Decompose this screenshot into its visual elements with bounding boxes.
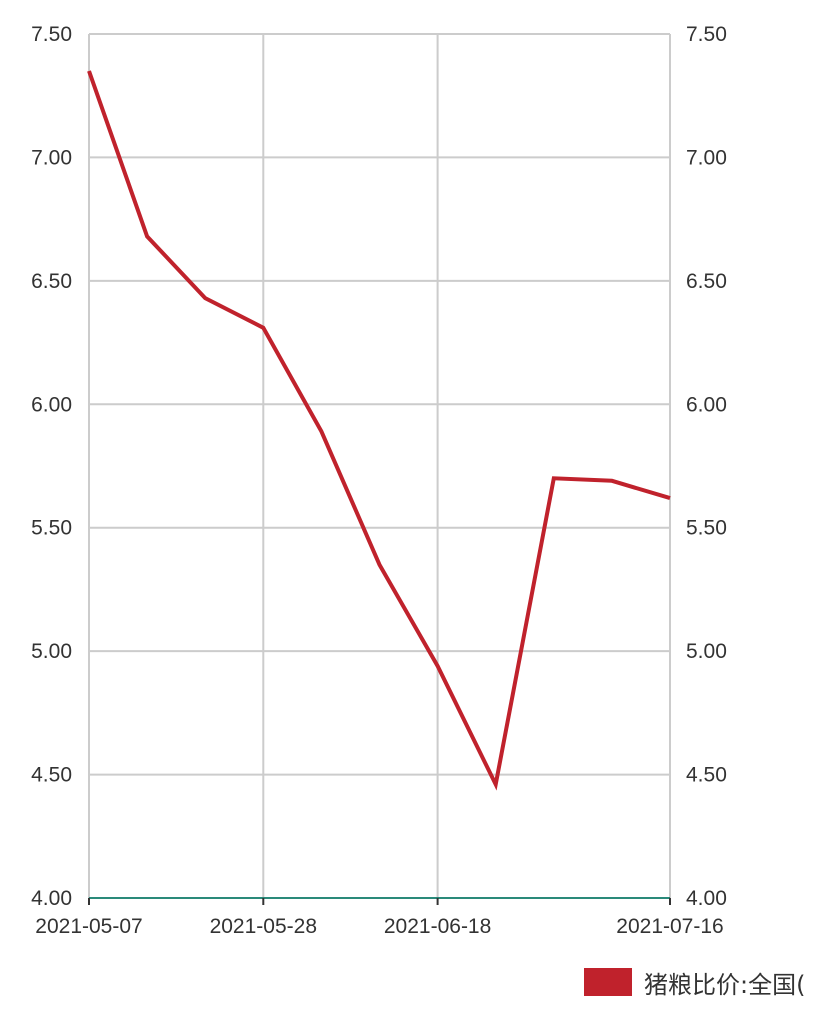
- y-tick-label-left: 4.00: [31, 887, 72, 910]
- x-tick-label: 2021-05-28: [210, 915, 317, 938]
- y-axis-right: 4.00 4.50 5.00 5.50 6.00 6.50 7.00 7.50: [686, 23, 727, 910]
- y-tick-label-left: 7.00: [31, 146, 72, 169]
- y-tick-label-left: 7.50: [31, 23, 72, 46]
- series-lines: [87, 70, 671, 791]
- y-tick-label-right: 4.00: [686, 887, 727, 910]
- y-tick-label-right: 5.00: [686, 640, 727, 663]
- y-tick-label-right: 4.50: [686, 764, 727, 787]
- y-tick-label-right: 6.00: [686, 393, 727, 416]
- y-tick-label-right: 7.50: [686, 23, 727, 46]
- y-tick-label-left: 6.00: [31, 393, 72, 416]
- y-tick-label-left: 5.00: [31, 640, 72, 663]
- x-tick-label: 2021-07-16: [616, 915, 723, 938]
- y-axis-left: 4.00 4.50 5.00 5.50 6.00 6.50 7.00 7.50: [31, 23, 72, 910]
- x-tick-label: 2021-05-07: [35, 915, 142, 938]
- legend[interactable]: 猪粮比价:全国(: [584, 966, 806, 999]
- x-axis: 2021-05-07 2021-05-28 2021-06-18 2021-07-16: [35, 898, 724, 938]
- y-tick-label-left: 6.50: [31, 270, 72, 293]
- y-tick-label-right: 6.50: [686, 270, 727, 293]
- legend-label: 猪粮比价:全国(: [644, 970, 806, 999]
- y-tick-label-right: 5.50: [686, 517, 727, 540]
- series-line: [87, 70, 671, 791]
- legend-swatch: [584, 968, 632, 996]
- grid-lines: [88, 33, 671, 899]
- chart-area: 4.00 4.50 5.00 5.50 6.00 6.50 7.00 7.50 4.00 4.5…: [31, 23, 727, 938]
- y-tick-label-left: 5.50: [31, 517, 72, 540]
- y-tick-label-right: 7.00: [686, 146, 727, 169]
- y-tick-label-left: 4.50: [31, 764, 72, 787]
- x-tick-label: 2021-06-18: [384, 915, 491, 938]
